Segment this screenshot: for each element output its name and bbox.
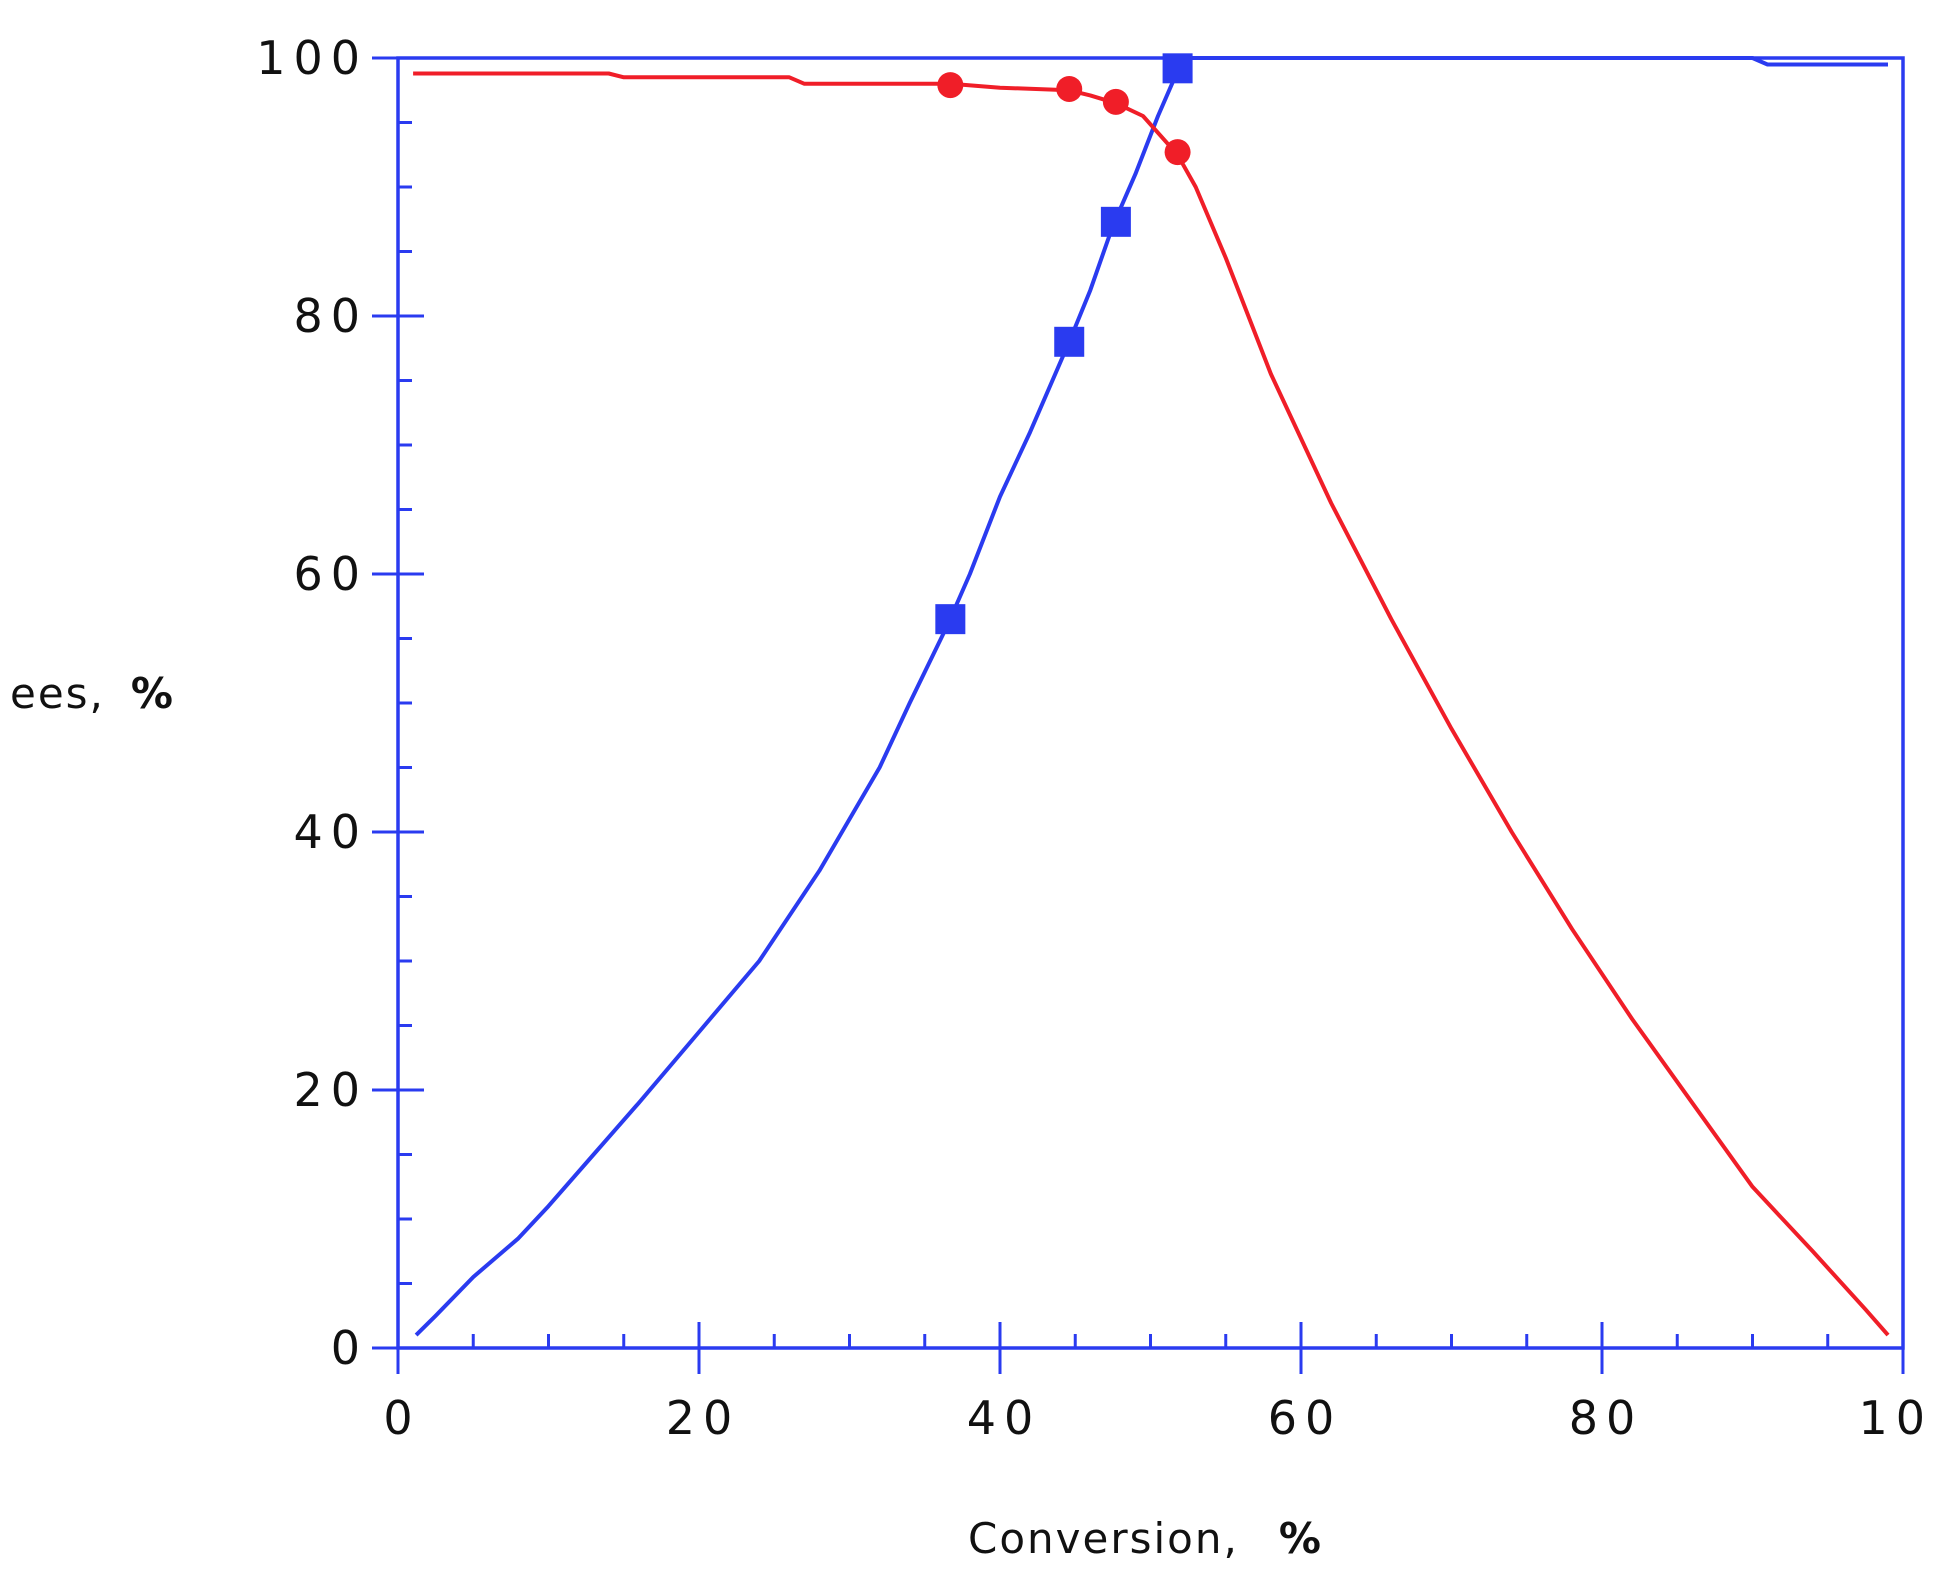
x-axis-unit: % bbox=[1279, 1514, 1321, 1563]
y-tick-label: 0 bbox=[331, 1321, 368, 1375]
y-axis-title: ees, % bbox=[10, 669, 173, 718]
series-2-circle-marker bbox=[1164, 139, 1191, 166]
y-axis-label: ees, bbox=[10, 669, 105, 718]
series-1-square-marker bbox=[1162, 53, 1193, 84]
series-markers bbox=[935, 53, 1193, 635]
series-1-square-marker bbox=[935, 604, 966, 635]
x-tick-label: 40 bbox=[967, 1391, 1042, 1445]
plot-border bbox=[396, 56, 1905, 1350]
plot-frame bbox=[396, 56, 1905, 1350]
series-lines bbox=[413, 56, 1890, 1337]
series-2-circle-marker bbox=[1102, 88, 1129, 115]
series-2-circle-marker bbox=[1056, 75, 1083, 102]
y-tick-labels: 0 20 40 60 80 100 bbox=[256, 31, 368, 1375]
y-axis-unit: % bbox=[131, 669, 173, 718]
x-tick-label: 10 bbox=[1858, 1391, 1933, 1445]
x-tick-labels: 0 20 40 60 80 10 bbox=[383, 1391, 1933, 1445]
x-minor-ticks bbox=[471, 1334, 1830, 1348]
x-axis-label: Conversion, bbox=[968, 1514, 1239, 1563]
y-tick-label: 60 bbox=[293, 547, 368, 601]
x-axis-title: Conversion, % bbox=[968, 1514, 1321, 1563]
y-tick-label: 20 bbox=[293, 1063, 368, 1117]
x-tick-label: 20 bbox=[666, 1391, 741, 1445]
y-tick-label: 40 bbox=[293, 805, 368, 859]
series-1-square-marker bbox=[1100, 206, 1131, 237]
x-tick-label: 80 bbox=[1569, 1391, 1644, 1445]
series-line-1 bbox=[414, 56, 1888, 1337]
x-tick-label: 60 bbox=[1268, 1391, 1343, 1445]
y-tick-label: 80 bbox=[293, 289, 368, 343]
y-tick-label: 100 bbox=[256, 31, 368, 85]
y-minor-ticks bbox=[398, 121, 412, 1285]
series-line-2 bbox=[413, 71, 1890, 1337]
series-1-square-marker bbox=[1054, 326, 1085, 357]
x-tick-label: 0 bbox=[383, 1391, 420, 1445]
series-2-circle-marker bbox=[937, 72, 964, 99]
